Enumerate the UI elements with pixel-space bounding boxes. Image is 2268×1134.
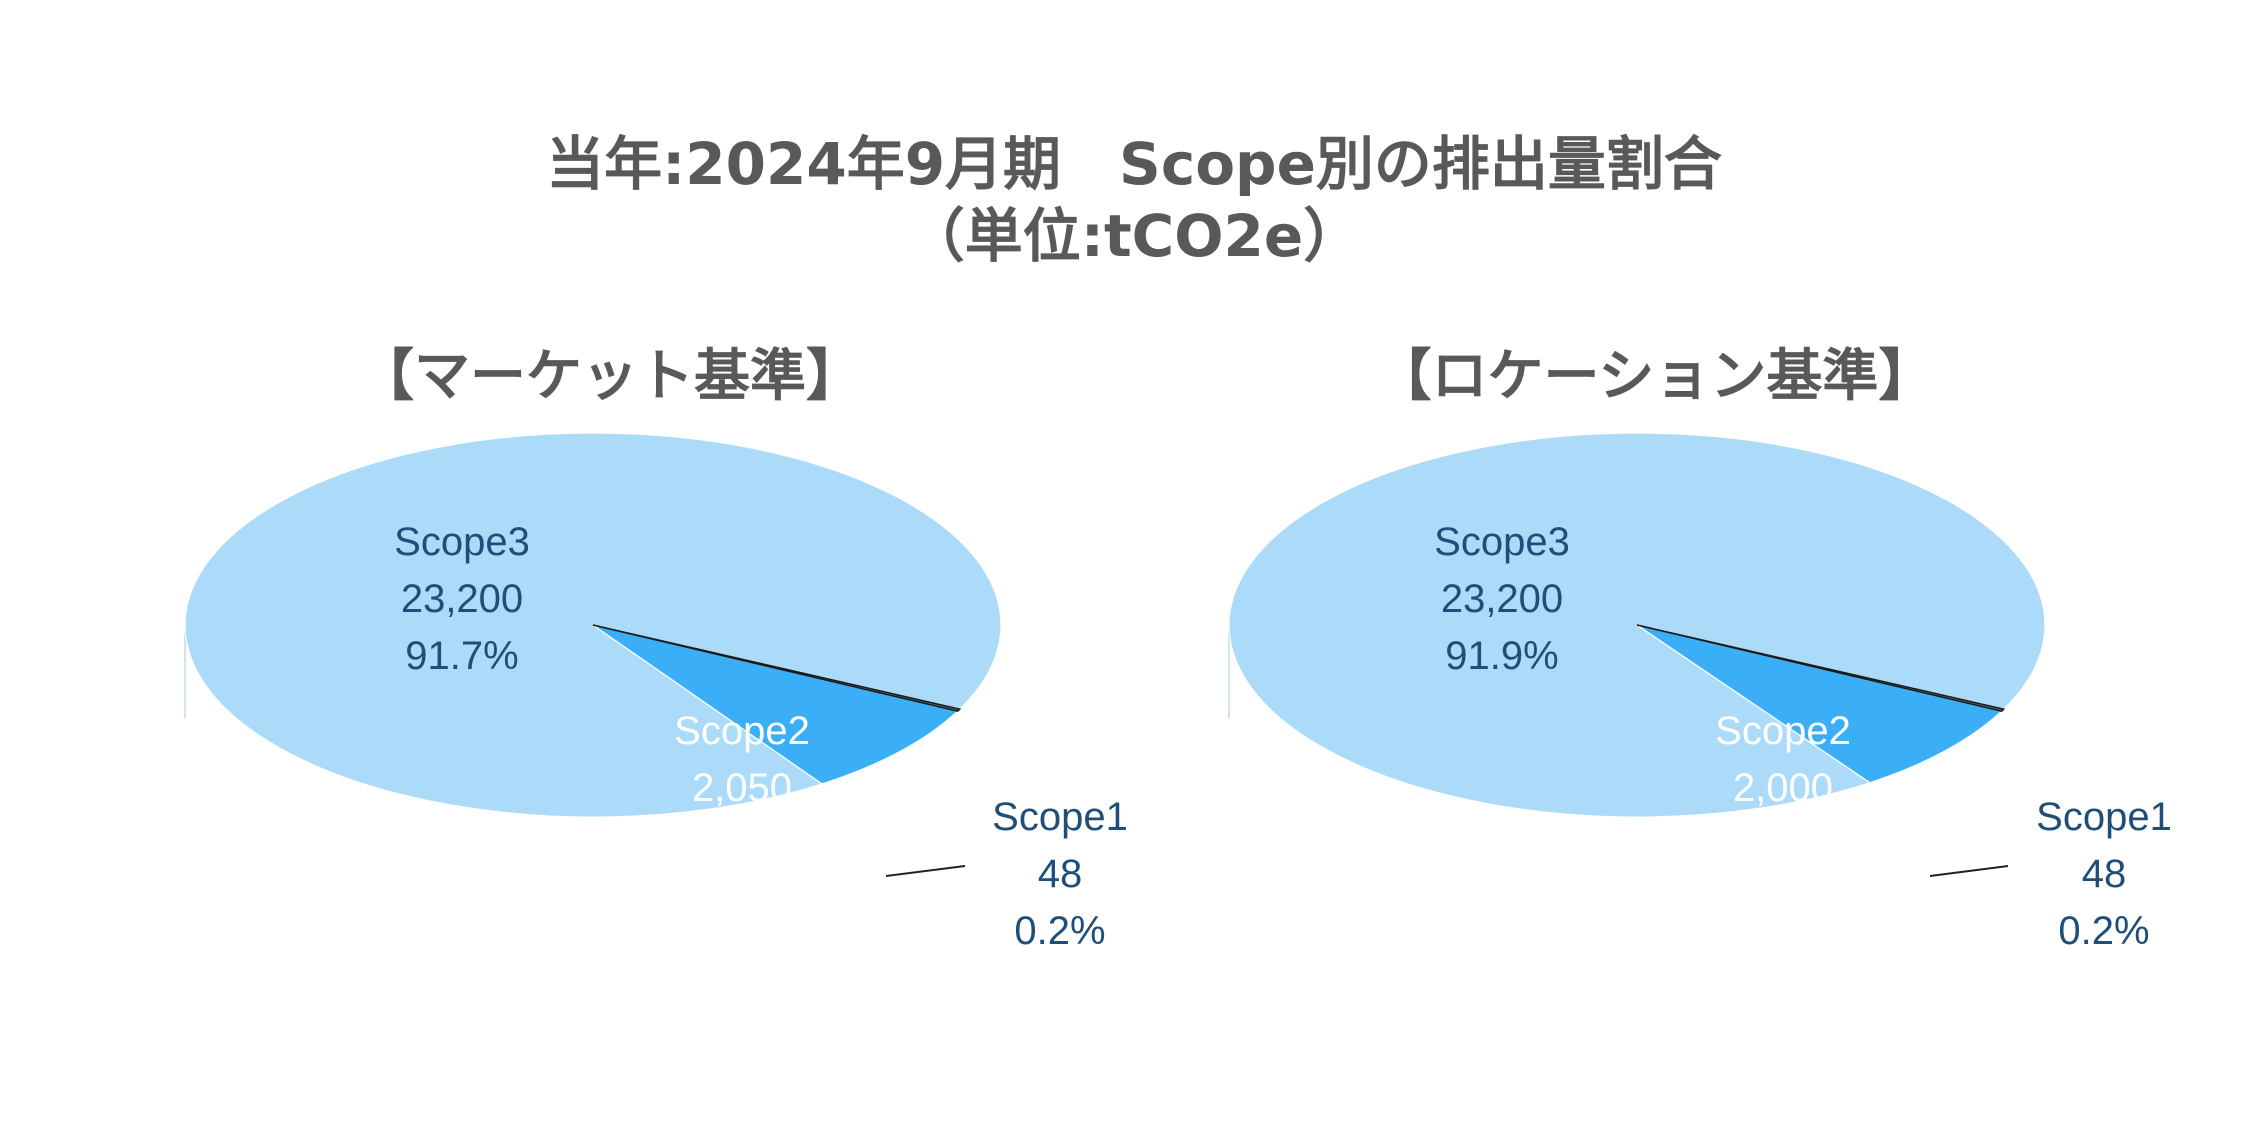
- data-label-scope2-name: Scope2: [674, 709, 810, 753]
- data-label-scope2-name: Scope2: [1715, 709, 1851, 753]
- data-label-scope1-value: 48: [1038, 852, 1083, 896]
- pie-market-based: 【マーケット基準】 Scope3 23,200 91.7% Scope2 2,050 8.…: [184, 344, 1128, 953]
- pie-location-based: 【ロケーション基準】 Scope3 23,200 91.9% Scope2 2,000 7…: [1228, 344, 2172, 953]
- data-label-scope1-name: Scope1: [992, 795, 1128, 839]
- data-label-scope2-percent: 7.9%: [1737, 823, 1828, 867]
- pie-slice-scope1: [592, 624, 962, 713]
- data-label-scope1-name: Scope1: [2036, 795, 2172, 839]
- data-label-scope3-name: Scope3: [1434, 520, 1570, 564]
- data-label-scope3-value: 23,200: [401, 577, 523, 621]
- data-label-scope3-value: 23,200: [1441, 577, 1563, 621]
- pie-slice-scope2: [592, 624, 959, 785]
- pie-market-based-title: 【マーケット基準】: [358, 344, 862, 409]
- pie-location-based-title: 【ロケーション基準】: [1376, 344, 1935, 409]
- chart-title-line1: 当年:2024年9月期 Scope別の排出量割合: [546, 130, 1722, 198]
- scope1-leader-line: [885, 865, 966, 877]
- data-label-scope3-percent: 91.7%: [405, 634, 518, 678]
- chart-title-line2: （単位:tCO2e）: [906, 202, 1362, 270]
- data-label-scope1-value: 48: [2082, 852, 2127, 896]
- data-label-scope3-name: Scope3: [394, 520, 530, 564]
- data-label-scope1-percent: 0.2%: [1014, 909, 1105, 953]
- data-label-scope2-percent: 8.1%: [696, 823, 787, 867]
- chart-title: 当年:2024年9月期 Scope別の排出量割合 （単位:tCO2e）: [0, 128, 2268, 272]
- data-label-scope3-percent: 91.9%: [1445, 634, 1558, 678]
- data-label-scope2-value: 2,000: [1733, 766, 1833, 810]
- pie-slice-scope2: [1636, 624, 2003, 784]
- scope1-leader-line: [1929, 865, 2009, 877]
- data-label-scope1-percent: 0.2%: [2058, 909, 2149, 953]
- data-label-scope2-value: 2,050: [692, 766, 792, 810]
- pie-slice-scope1: [1636, 624, 2006, 713]
